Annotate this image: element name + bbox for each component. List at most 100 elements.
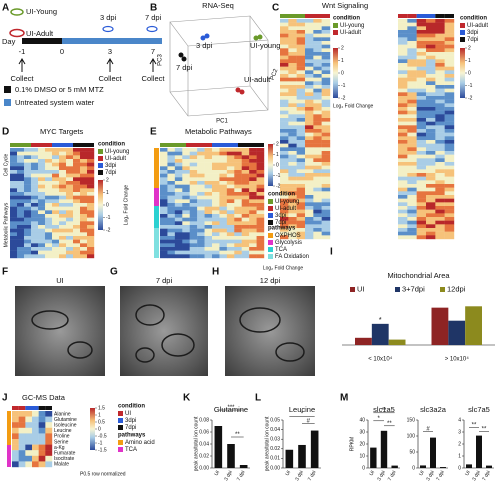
heatmap-cell — [407, 147, 417, 152]
heatmap-cell — [444, 220, 455, 225]
heatmap-cell — [197, 195, 205, 200]
row-label: Serine — [54, 439, 69, 445]
heatmap-cell — [66, 181, 74, 185]
heatmap-cell — [17, 155, 25, 160]
heatmap-cell — [296, 158, 306, 163]
heatmap-cell — [444, 165, 455, 170]
heatmap-cell — [24, 206, 32, 211]
heatmap-cell — [280, 33, 289, 38]
heatmap-cell — [160, 151, 168, 156]
panel-letter: D — [2, 127, 9, 138]
heatmap-cell — [24, 195, 32, 200]
heatmap-cell — [167, 239, 176, 244]
heatmap-cell — [17, 148, 25, 152]
heatmap-cell — [73, 228, 81, 233]
heatmap-cell — [426, 143, 436, 148]
heatmap-cell — [38, 455, 46, 462]
panel-title: GC-MS Data — [22, 393, 66, 402]
heatmap-cell — [435, 22, 445, 27]
heatmap-cell — [212, 177, 220, 182]
y-tick-label: 150 — [407, 417, 416, 423]
heatmap-cell — [73, 236, 81, 240]
chart-title: slc1a5 — [373, 405, 395, 414]
heatmap-cell — [182, 239, 190, 244]
heatmap-cell — [398, 191, 408, 196]
heatmap-cell — [73, 247, 81, 251]
heatmap-cell — [288, 187, 297, 192]
heatmap-cell — [59, 221, 67, 226]
heatmap-cell — [31, 181, 39, 185]
legend-label: Amino acid — [125, 440, 155, 446]
legend-swatch — [98, 170, 103, 175]
heatmap-cell — [426, 121, 436, 126]
heatmap-cell — [426, 184, 436, 188]
heatmap-cell — [444, 129, 455, 133]
heatmap-cell — [305, 151, 314, 155]
heatmap-cell — [197, 210, 205, 215]
heatmap-cell — [313, 118, 322, 122]
heatmap-cell — [45, 177, 53, 182]
condition-bar — [160, 143, 186, 147]
heatmap-cell — [407, 195, 417, 199]
heatmap-cell — [305, 33, 314, 38]
legend-label: Glycolysis — [275, 240, 302, 246]
heatmap-cell — [24, 225, 32, 229]
heatmap-cell — [256, 210, 265, 215]
heatmap-cell — [52, 184, 60, 189]
heatmap-cell — [288, 132, 297, 137]
legend-swatch — [98, 156, 103, 161]
heatmap-cell — [256, 232, 265, 237]
heatmap-cell — [313, 22, 322, 27]
heatmap-cell — [280, 220, 289, 225]
heatmap-cell — [296, 162, 306, 166]
heatmap-cell — [444, 195, 455, 199]
heatmap-cell — [280, 96, 289, 100]
legend-swatch — [440, 287, 445, 292]
heatmap-cell — [416, 103, 427, 108]
heatmap-cell — [296, 110, 306, 115]
heatmap-cell — [313, 33, 322, 38]
heatmap-cell — [167, 214, 176, 218]
heatmap-cell — [219, 170, 228, 174]
heatmap-cell — [407, 121, 417, 126]
heatmap-cell — [241, 228, 250, 233]
heatmap-cell — [407, 140, 417, 144]
heatmap-cell — [435, 26, 445, 31]
heatmap-cell — [174, 217, 183, 222]
x-tick-label: > 10x10⁴ — [445, 356, 470, 363]
heatmap-cell — [305, 103, 314, 108]
heatmap-cell — [280, 74, 289, 78]
heatmap-cell — [426, 96, 436, 100]
pathway-bar — [154, 228, 159, 258]
heatmap-cell — [296, 88, 306, 93]
image-title: 12 dpi — [260, 276, 281, 285]
heatmap-cell — [66, 173, 74, 178]
legend-label: OXPHOS — [275, 233, 301, 239]
heatmap-cell — [426, 173, 436, 177]
heatmap-cell — [288, 191, 297, 196]
heatmap-cell — [241, 247, 250, 251]
heatmap-cell — [59, 247, 67, 251]
heatmap-cell — [280, 136, 289, 141]
heatmap-cell — [219, 162, 228, 167]
heatmap-cell — [313, 125, 322, 130]
heatmap-cell — [160, 206, 168, 211]
colorbar-tick-label: -2 — [106, 227, 111, 233]
heatmap-cell — [407, 33, 417, 38]
heatmap-cell — [398, 213, 408, 218]
heatmap-cell — [256, 148, 265, 152]
significance: ** — [472, 423, 477, 429]
heatmap-cell — [296, 118, 306, 122]
heatmap-cell — [167, 151, 176, 156]
colorbar-tick-label: 1 — [276, 152, 279, 158]
heatmap-cell — [182, 195, 190, 200]
heatmap-cell — [167, 155, 176, 160]
heatmap-cell — [426, 81, 436, 86]
heatmap-cell — [416, 228, 427, 232]
y-tick-label: 30 — [359, 429, 365, 435]
pca-points — [178, 33, 263, 95]
heatmap-cell — [435, 85, 445, 89]
bar — [466, 464, 472, 468]
heatmap-cell — [313, 70, 322, 75]
heatmap-cell — [296, 30, 306, 34]
